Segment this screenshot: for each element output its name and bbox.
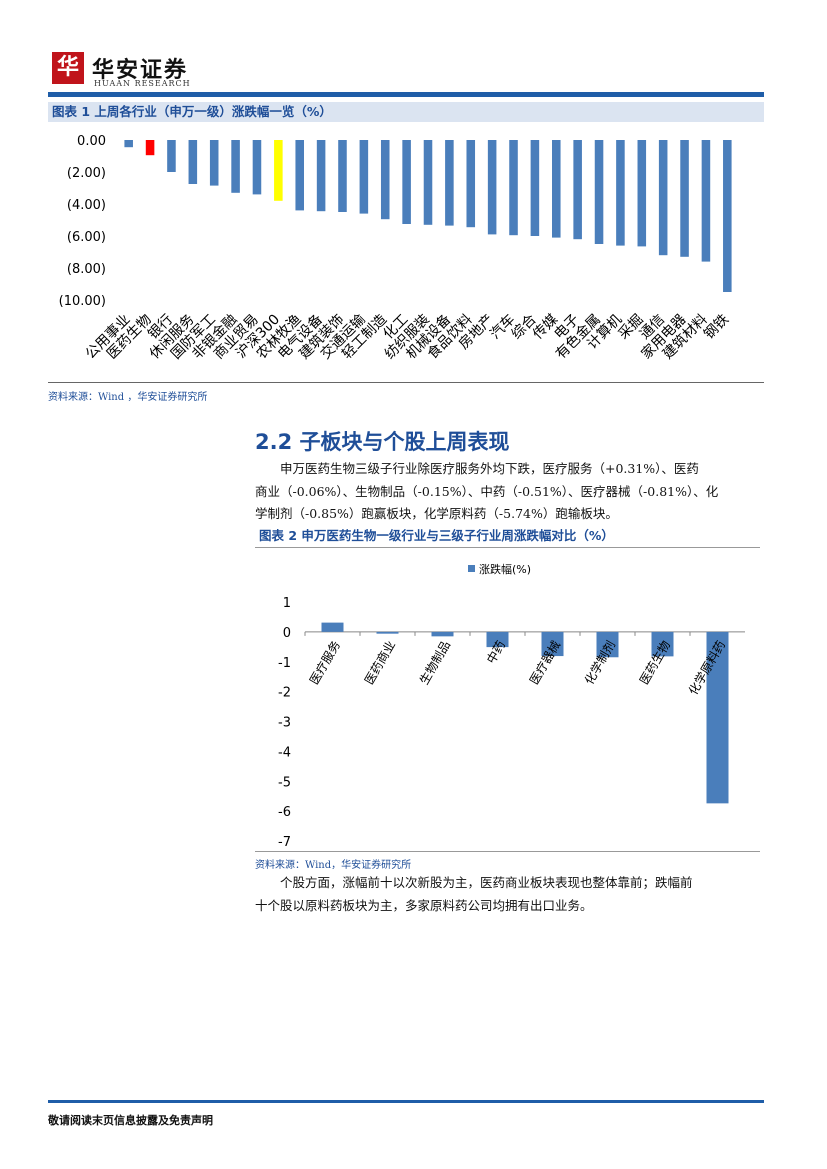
- y-tick-label: 0: [283, 626, 291, 641]
- bar: [402, 140, 411, 224]
- y-tick-label: 1: [283, 596, 291, 611]
- bar: [552, 140, 561, 238]
- y-tick-label: (10.00): [59, 294, 106, 309]
- x-tick-label: 医疗服务: [306, 638, 343, 687]
- bar: [594, 140, 604, 244]
- bar: [637, 140, 647, 247]
- industry-return-chart: 0.00(2.00)(4.00)(6.00)(8.00)(10.00)公用事业医…: [59, 134, 733, 362]
- bar: [423, 140, 433, 225]
- bar: [252, 140, 262, 195]
- x-tick-label: 生物制品: [417, 638, 453, 687]
- y-tick-label: -7: [278, 835, 291, 850]
- bar: [145, 140, 155, 156]
- figure2-source: 资料来源：Wind，华安证券研究所: [255, 860, 412, 871]
- logo-glyph: 华: [56, 55, 79, 80]
- x-tick-label: 钢铁: [701, 312, 732, 343]
- bar: [573, 140, 582, 240]
- bar: [274, 140, 283, 201]
- bar: [486, 631, 509, 648]
- legend-swatch: [468, 565, 475, 572]
- paragraph-line: 商业（-0.06%）、生物制品（-0.15%）、中药（-0.51%）、医疗器械（…: [255, 483, 719, 499]
- bar: [616, 140, 625, 246]
- bar: [295, 140, 304, 211]
- figure1-title: 图表 1 上周各行业（申万一级）涨跌幅一览（%）: [48, 102, 764, 122]
- figure1-source: 资料来源：Wind ，华安证券研究所: [48, 392, 208, 403]
- bar: [359, 140, 369, 214]
- paragraph-line: 申万医药生物三级子行业除医疗服务外均下跌，医疗服务（+0.31%）、医药: [280, 461, 699, 476]
- legend-label: 涨跌幅(%): [479, 562, 531, 576]
- figure2-bottom-rule: [255, 851, 760, 852]
- bar: [231, 140, 240, 193]
- bar: [445, 140, 454, 226]
- bar: [723, 140, 732, 292]
- brand-logo: 华: [52, 52, 84, 84]
- bar: [321, 622, 344, 632]
- y-tick-label: -3: [278, 716, 291, 731]
- figure2-title: 图表 2 申万医药生物一级行业与三级子行业周涨跌幅对比（%）: [255, 526, 764, 546]
- bar: [124, 140, 133, 148]
- bar: [701, 140, 711, 262]
- bar: [380, 140, 390, 220]
- y-tick-label: -1: [278, 656, 291, 671]
- x-tick-label: 医药商业: [361, 638, 398, 687]
- y-tick-label: (6.00): [67, 230, 106, 245]
- bar: [658, 140, 668, 256]
- stock-paragraph: 个股方面，涨幅前十以次新股为主，医药商业板块表现也整体靠前；跌幅前 十个股以原料…: [255, 872, 765, 917]
- paragraph-line: 十个股以原料药板块为主，多家原料药公司均拥有出口业务。: [255, 897, 593, 913]
- bar: [509, 140, 518, 236]
- bar: [167, 140, 176, 172]
- y-tick-label: -5: [278, 775, 291, 790]
- bar: [487, 140, 497, 235]
- bar: [651, 631, 674, 657]
- paragraph-line: 个股方面，涨幅前十以次新股为主，医药商业板块表现也整体靠前；跌幅前: [280, 875, 693, 890]
- header-rule: [48, 92, 764, 97]
- y-tick-label: -4: [278, 745, 291, 760]
- bar: [530, 140, 540, 236]
- bar: [596, 631, 619, 658]
- section-title: 2.2 子板块与个股上周表现: [255, 430, 510, 454]
- bar: [431, 631, 454, 637]
- section-paragraph: 申万医药生物三级子行业除医疗服务外均下跌，医疗服务（+0.31%）、医药 商业（…: [255, 458, 765, 526]
- brand-name: 华安证券: [92, 57, 189, 83]
- footer-disclaimer: 敬请阅读末页信息披露及免责声明: [48, 1114, 213, 1127]
- bar: [338, 140, 347, 212]
- y-tick-label: (8.00): [67, 262, 106, 277]
- figure1-bottom-rule: [48, 382, 764, 383]
- footer-rule: [48, 1100, 764, 1103]
- y-tick-label: -2: [278, 686, 291, 701]
- bar: [188, 140, 198, 184]
- bar: [680, 140, 689, 257]
- y-tick-label: (2.00): [67, 166, 106, 181]
- bar: [316, 140, 326, 212]
- brand-name-en: HUAAN RESEARCH: [94, 79, 191, 88]
- bar: [376, 631, 399, 634]
- bar: [209, 140, 219, 186]
- bar: [706, 631, 729, 804]
- y-tick-label: 0.00: [77, 134, 106, 149]
- y-tick-label: (4.00): [67, 198, 106, 213]
- figure2-top-rule: [255, 547, 760, 548]
- y-tick-label: -6: [278, 805, 291, 820]
- paragraph-line: 学制剂（-0.85%）跑赢板块，化学原料药（-5.74%）跑输板块。: [255, 506, 618, 521]
- bar: [541, 631, 564, 657]
- bar: [466, 140, 476, 228]
